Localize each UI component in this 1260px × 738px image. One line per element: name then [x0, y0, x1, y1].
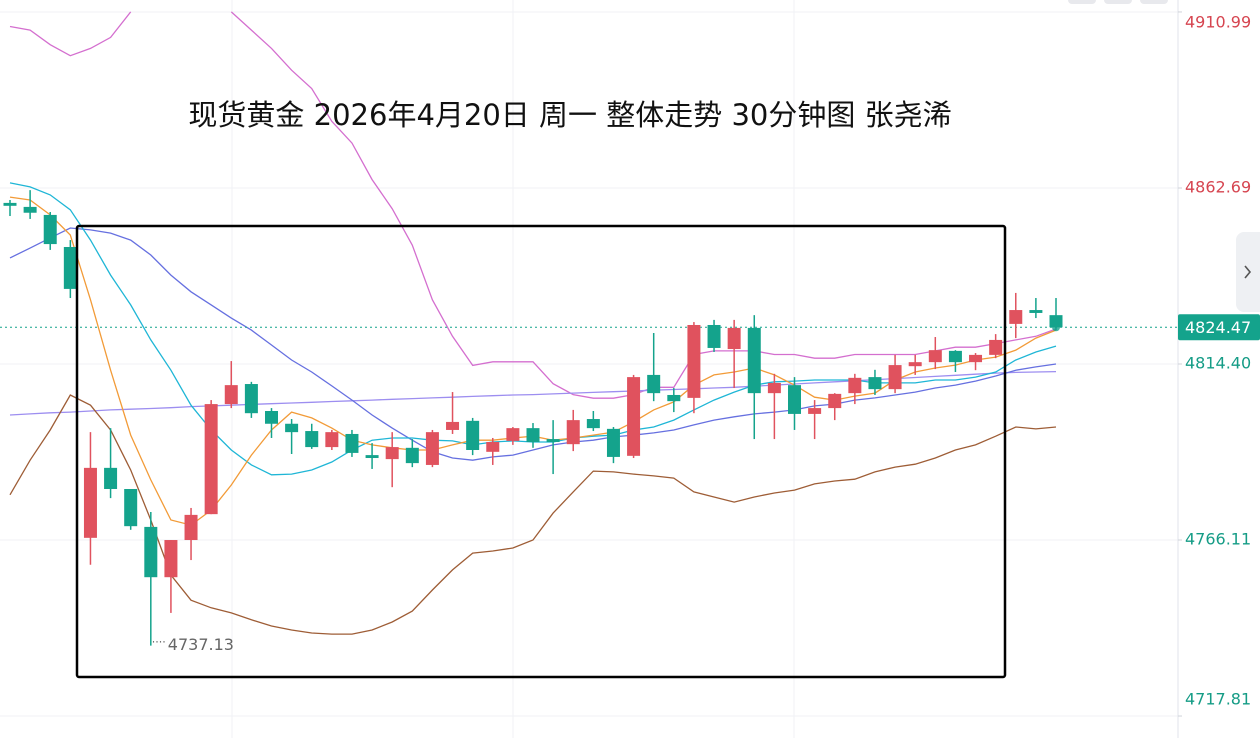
candle-body	[687, 324, 701, 398]
candle-body	[144, 526, 158, 578]
candle-body	[868, 377, 882, 390]
candle-body	[486, 441, 500, 452]
candle-body	[1029, 310, 1043, 313]
candle-body	[446, 421, 460, 430]
candle-body	[425, 432, 439, 465]
candle-body	[164, 540, 178, 578]
candle-body	[707, 324, 721, 348]
candle-body	[43, 214, 57, 245]
scroll-button-icon[interactable]	[1244, 265, 1252, 279]
candle-body	[405, 447, 419, 464]
moving-line	[9, 227, 1057, 461]
candle-body	[104, 467, 118, 489]
candle-body	[848, 377, 862, 394]
candle-body	[888, 365, 902, 390]
candle-body	[184, 514, 198, 541]
candle-body	[908, 362, 922, 367]
candle-body	[224, 385, 238, 405]
toolbar-button[interactable]	[1104, 0, 1132, 4]
moving-line	[9, 196, 1057, 526]
candle-body	[325, 432, 339, 448]
highlight-box	[75, 224, 1007, 679]
low-dots: ····	[152, 636, 166, 649]
y-tick-label: 4766.11	[1185, 529, 1251, 548]
candle-body	[526, 428, 540, 442]
candle-body	[63, 246, 77, 289]
candle-body	[767, 382, 781, 394]
candle-body	[385, 447, 399, 460]
candle-body	[586, 419, 600, 429]
candle-body	[627, 377, 641, 456]
current-price-label: 4824.47	[1185, 318, 1251, 337]
toolbar-buttons[interactable]	[1068, 0, 1168, 4]
candle-body	[747, 327, 761, 394]
toolbar-button[interactable]	[1140, 0, 1168, 4]
candle-body	[466, 420, 480, 451]
candle-body	[265, 411, 278, 424]
moving-line	[9, 394, 1057, 635]
candle-body	[3, 202, 17, 206]
candle-body	[23, 206, 37, 213]
candle-body	[546, 439, 560, 442]
candles: ···· 4737.13	[3, 190, 1063, 654]
chart-title: 现货黄金 2026年4月20日 周一 整体走势 30分钟图 张尧浠	[188, 98, 951, 132]
candle-body	[647, 374, 661, 394]
candle-body	[969, 354, 983, 363]
candle-body	[828, 393, 842, 409]
candle-body	[345, 433, 359, 453]
candle-body	[365, 455, 379, 459]
candle-body	[204, 404, 218, 515]
y-tick-label: 4814.40	[1185, 353, 1251, 372]
candle-body	[1049, 315, 1063, 328]
candle-body	[506, 428, 520, 441]
scroll-right-button[interactable]	[1236, 232, 1260, 312]
candle-body	[788, 385, 801, 414]
low-label: 4737.13	[168, 635, 234, 654]
moving-line	[9, 370, 1057, 416]
current-point	[1052, 323, 1060, 332]
toolbar-button[interactable]	[1068, 0, 1096, 4]
price-axis: 4910.99 4862.69 4814.40 4766.11 4717.81 4824.…	[1178, 11, 1260, 717]
current-price-tag	[1178, 314, 1260, 341]
candle-body	[83, 467, 97, 538]
candle-body	[244, 384, 258, 414]
scroll-button-bg[interactable]	[1236, 232, 1260, 312]
candle-body	[928, 350, 942, 363]
candle-body	[727, 327, 741, 350]
candle-body	[566, 420, 580, 445]
y-tick-label: 4717.81	[1185, 690, 1251, 709]
moving-line	[9, 11, 1057, 399]
candle-body	[667, 394, 681, 402]
candle-body	[124, 488, 138, 527]
candle-body	[948, 350, 962, 363]
candle-body	[305, 431, 319, 448]
candle-body	[606, 428, 620, 457]
y-tick-label: 4910.99	[1185, 13, 1251, 32]
y-tick-label: 4862.69	[1185, 177, 1251, 196]
candle-body	[989, 339, 1003, 355]
candle-body	[285, 423, 299, 433]
candle-body	[1009, 310, 1023, 324]
candle-body	[808, 408, 822, 414]
